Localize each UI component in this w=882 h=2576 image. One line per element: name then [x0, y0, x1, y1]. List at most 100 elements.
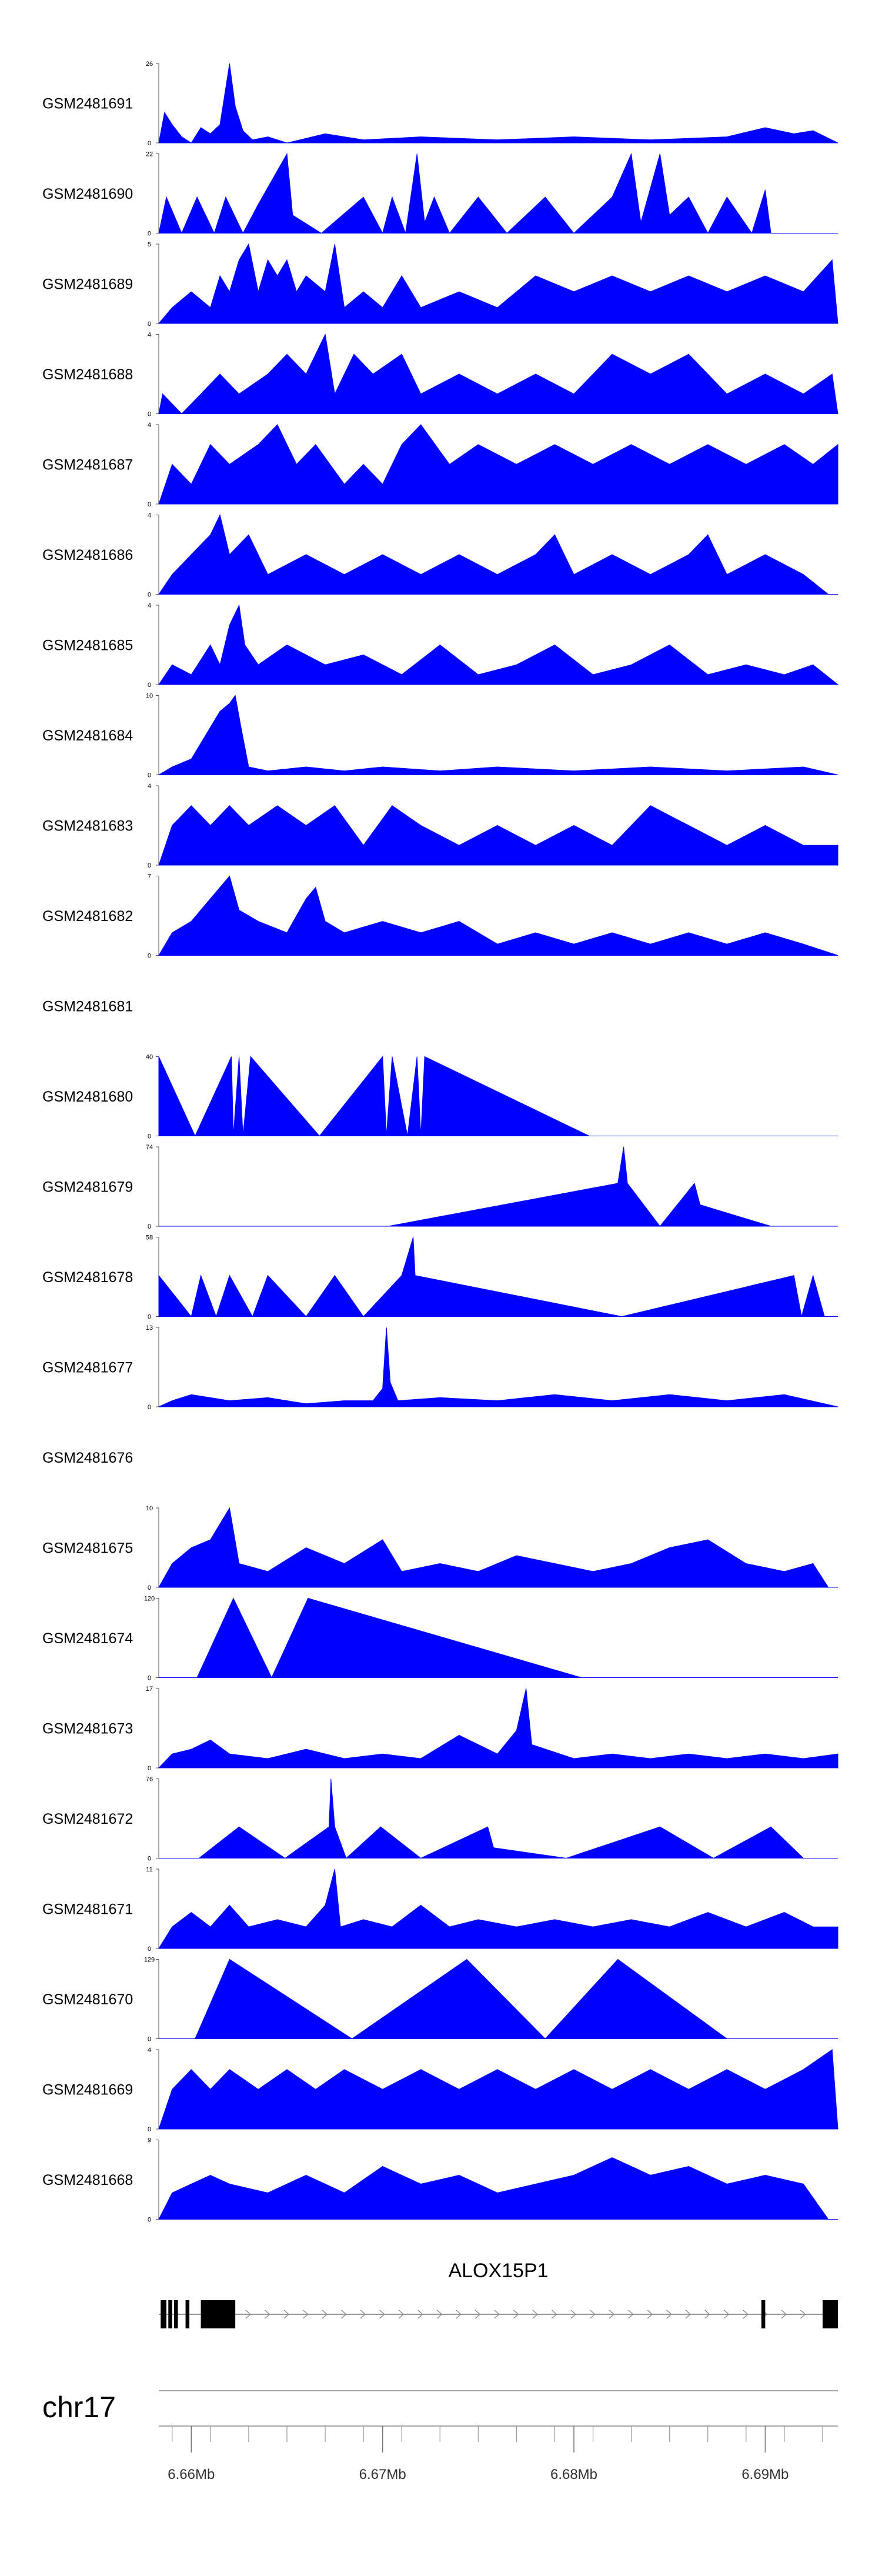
- coverage-area-gsm2481669: [158, 2049, 838, 2130]
- track-label-gsm2481677: GSM2481677: [42, 1360, 133, 1376]
- coverage-area-gsm2481691: [158, 63, 838, 144]
- track-label-gsm2481679: GSM2481679: [42, 1179, 133, 1196]
- track-label-gsm2481680: GSM2481680: [42, 1089, 133, 1105]
- coverage-area-gsm2481671: [158, 1868, 838, 1949]
- strand-arrow: [398, 2310, 405, 2319]
- track-label-gsm2481684: GSM2481684: [42, 728, 133, 744]
- track-label-gsm2481671: GSM2481671: [42, 1901, 133, 1918]
- coverage-area-gsm2481673: [158, 1688, 838, 1769]
- x-tick-label: 6.68Mb: [550, 2467, 597, 2482]
- strand-arrow: [360, 2310, 366, 2319]
- exon-block: [185, 2300, 190, 2328]
- coverage-area-gsm2481670: [159, 1958, 838, 2040]
- y-min-label-gsm2481683: 0: [148, 862, 151, 869]
- x-tick-label: 6.69Mb: [741, 2467, 789, 2482]
- y-max-label-gsm2481669: 4: [148, 2047, 151, 2054]
- exon-block: [201, 2300, 236, 2328]
- track-label-gsm2481681: GSM2481681: [42, 999, 133, 1015]
- strand-arrow: [552, 2310, 557, 2319]
- track-label-gsm2481675: GSM2481675: [42, 1540, 133, 1557]
- strand-arrow: [513, 2310, 519, 2319]
- y-min-label-gsm2481678: 0: [148, 1314, 151, 1321]
- coverage-area-gsm2481684: [158, 695, 838, 775]
- y-max-label-gsm2481680: 40: [146, 1054, 153, 1061]
- strand-arrow: [723, 2310, 730, 2319]
- track-label-gsm2481668: GSM2481668: [42, 2172, 133, 2188]
- x-tick-label: 6.67Mb: [359, 2467, 406, 2482]
- strand-arrow: [417, 2310, 423, 2319]
- y-max-label-gsm2481685: 4: [148, 602, 151, 609]
- y-max-label-gsm2481672: 76: [146, 1776, 153, 1783]
- y-min-label-gsm2481691: 0: [148, 140, 151, 147]
- y-min-label-gsm2481684: 0: [148, 772, 151, 779]
- y-min-label-gsm2481686: 0: [148, 592, 151, 599]
- track-label-gsm2481682: GSM2481682: [42, 908, 133, 925]
- coverage-area-gsm2481690: [158, 152, 838, 234]
- y-min-label-gsm2481679: 0: [148, 1223, 151, 1230]
- y-min-label-gsm2481690: 0: [148, 231, 151, 238]
- y-max-label-gsm2481670: 129: [144, 1957, 155, 1964]
- strand-arrow: [570, 2310, 577, 2319]
- strand-arrow: [609, 2310, 615, 2319]
- strand-arrow: [666, 2310, 672, 2319]
- track-label-gsm2481676: GSM2481676: [42, 1450, 133, 1466]
- exon-block: [161, 2300, 167, 2328]
- coverage-area-gsm2481686: [158, 514, 838, 595]
- y-max-label-gsm2481683: 4: [148, 783, 151, 790]
- y-max-label-gsm2481668: 9: [148, 2137, 151, 2144]
- strand-arrow: [341, 2310, 347, 2319]
- coverage-area-gsm2481672: [159, 1778, 838, 1859]
- coverage-area-gsm2481677: [158, 1327, 838, 1407]
- y-min-label-gsm2481675: 0: [148, 1584, 151, 1591]
- y-max-label-gsm2481691: 26: [146, 61, 153, 68]
- strand-arrow: [379, 2310, 385, 2319]
- track-label-gsm2481689: GSM2481689: [42, 276, 133, 293]
- coverage-area-gsm2481683: [158, 805, 838, 866]
- y-max-label-gsm2481690: 22: [146, 151, 153, 158]
- y-max-label-gsm2481678: 58: [146, 1234, 153, 1242]
- track-label-gsm2481673: GSM2481673: [42, 1721, 133, 1737]
- y-min-label-gsm2481668: 0: [148, 2217, 151, 2224]
- track-label-gsm2481687: GSM2481687: [42, 457, 133, 473]
- track-label-gsm2481678: GSM2481678: [42, 1269, 133, 1286]
- coverage-area-gsm2481685: [158, 604, 839, 685]
- track-label-gsm2481686: GSM2481686: [42, 547, 133, 563]
- exon-block: [168, 2300, 172, 2328]
- coverage-area-gsm2481679: [159, 1146, 838, 1227]
- y-min-label-gsm2481674: 0: [148, 1675, 151, 1682]
- strand-arrow: [800, 2310, 806, 2319]
- coverage-area-gsm2481674: [159, 1597, 838, 1679]
- track-label-gsm2481672: GSM2481672: [42, 1811, 133, 1827]
- y-min-label-gsm2481669: 0: [148, 2126, 151, 2133]
- y-max-label-gsm2481689: 5: [148, 241, 151, 248]
- strand-arrow: [704, 2310, 710, 2319]
- gene-label: ALOX15P1: [448, 2260, 548, 2282]
- y-min-label-gsm2481687: 0: [148, 501, 151, 508]
- y-max-label-gsm2481677: 13: [146, 1324, 153, 1332]
- exon-block: [761, 2300, 766, 2328]
- strand-arrow: [494, 2310, 500, 2319]
- coverage-area-gsm2481680: [158, 1056, 838, 1137]
- y-min-label-gsm2481670: 0: [148, 2036, 151, 2043]
- strand-arrow: [456, 2310, 462, 2319]
- strand-arrow: [245, 2310, 251, 2319]
- strand-arrow: [265, 2310, 270, 2319]
- y-max-label-gsm2481687: 4: [148, 422, 151, 429]
- track-label-gsm2481691: GSM2481691: [42, 96, 133, 112]
- y-max-label-gsm2481684: 10: [146, 693, 153, 700]
- strand-arrow: [303, 2310, 309, 2319]
- x-tick-label: 6.66Mb: [168, 2467, 215, 2482]
- track-label-gsm2481688: GSM2481688: [42, 366, 133, 383]
- strand-arrow: [647, 2310, 653, 2319]
- exon-block: [174, 2300, 178, 2328]
- strand-arrow: [743, 2310, 749, 2319]
- coverage-area-gsm2481678: [158, 1237, 838, 1318]
- y-max-label-gsm2481674: 120: [144, 1596, 155, 1603]
- y-min-label-gsm2481673: 0: [148, 1765, 151, 1772]
- strand-arrow: [322, 2310, 328, 2319]
- chromosome-label: chr17: [42, 2391, 116, 2424]
- y-min-label-gsm2481677: 0: [148, 1404, 151, 1411]
- y-min-label-gsm2481685: 0: [148, 682, 151, 689]
- strand-arrow: [781, 2310, 787, 2319]
